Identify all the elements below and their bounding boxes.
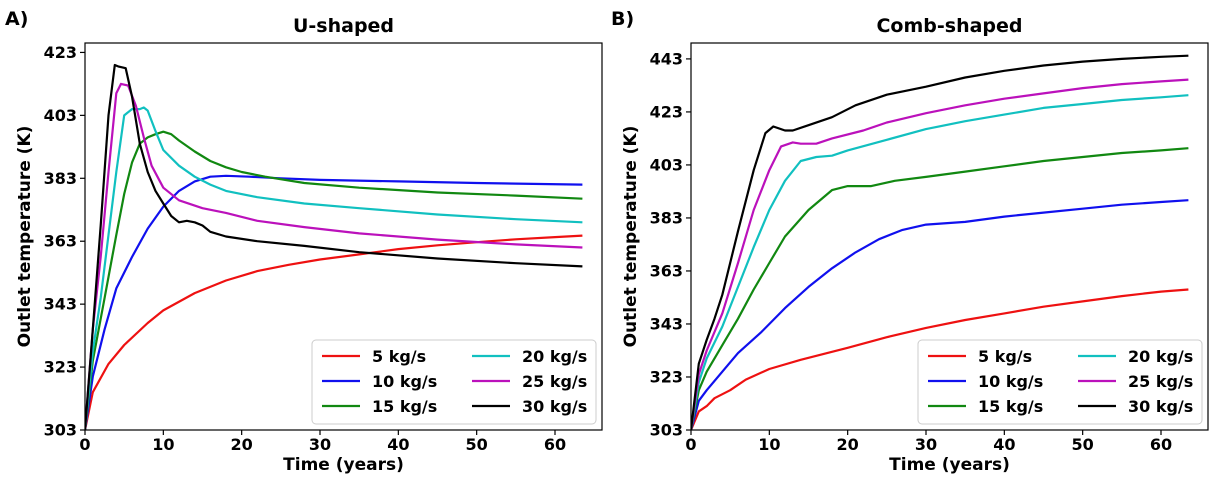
x-tick-label: 10 (758, 435, 780, 454)
legend-label-20-kg-s: 20 kg/s (1128, 347, 1193, 366)
y-tick-label: 423 (44, 43, 77, 62)
legend-label-5-kg-s: 5 kg/s (978, 347, 1032, 366)
series-line-25-kg-s (85, 82, 583, 430)
x-tick-label: 60 (544, 435, 566, 454)
x-tick-label: 50 (1072, 435, 1094, 454)
y-tick-label: 363 (44, 232, 77, 251)
series-line-10-kg-s (85, 174, 583, 430)
y-tick-label: 323 (650, 367, 683, 386)
panel-letter: B) (611, 8, 634, 30)
series-line-30-kg-s (85, 63, 583, 430)
legend-label-30-kg-s: 30 kg/s (522, 397, 587, 416)
y-tick-label: 403 (650, 155, 683, 174)
x-tick-label: 20 (231, 435, 253, 454)
y-tick-label: 383 (650, 208, 683, 227)
panel-letter: A) (5, 8, 28, 30)
y-tick-label: 443 (650, 49, 683, 68)
y-tick-label: 403 (44, 106, 77, 125)
y-tick-label: 343 (44, 295, 77, 314)
series-lines (85, 63, 583, 430)
legend-label-10-kg-s: 10 kg/s (372, 372, 437, 391)
x-tick-label: 0 (685, 435, 696, 454)
x-tick-label: 50 (466, 435, 488, 454)
y-tick-label: 363 (650, 261, 683, 280)
series-lines (691, 54, 1189, 430)
legend-label-10-kg-s: 10 kg/s (978, 372, 1043, 391)
y-axis-label: Outlet temperature (K) (621, 126, 641, 348)
plot-frame (690, 42, 1209, 431)
x-axis-label: Time (years) (889, 455, 1010, 475)
legend-label-25-kg-s: 25 kg/s (1128, 372, 1193, 391)
legend: 5 kg/s 10 kg/s 15 kg/s 20 kg/s 25 kg/s 30 kg/… (917, 339, 1203, 425)
legend-label-15-kg-s: 15 kg/s (978, 397, 1043, 416)
legend-label-5-kg-s: 5 kg/s (372, 347, 426, 366)
legend-label-15-kg-s: 15 kg/s (372, 397, 437, 416)
series-line-20-kg-s (691, 94, 1189, 430)
legend-box (311, 339, 597, 425)
x-tick-label: 60 (1150, 435, 1172, 454)
x-tick-label: 40 (387, 435, 409, 454)
chart-panel-a: A) U-shaped 0 10 20 30 40 50 60 303 323 343 363 383 40… (5, 8, 603, 475)
x-tick-label: 40 (993, 435, 1015, 454)
series-line-25-kg-s (691, 78, 1189, 430)
plot-frame (84, 42, 603, 431)
series-line-15-kg-s (85, 130, 583, 430)
chart-title: U-shaped (293, 15, 394, 37)
y-tick-label: 303 (650, 421, 683, 440)
legend-label-30-kg-s: 30 kg/s (1128, 397, 1193, 416)
x-tick-label: 10 (152, 435, 174, 454)
x-axis-label: Time (years) (283, 455, 404, 475)
series-line-15-kg-s (691, 147, 1189, 430)
x-tick-label: 30 (309, 435, 331, 454)
legend-box (917, 339, 1203, 425)
y-tick-label: 303 (44, 421, 77, 440)
chart-panel-b: B) Comb-shaped 0 10 20 30 40 50 60 303 323 343 363 38… (611, 8, 1209, 475)
y-tick-label: 423 (650, 102, 683, 121)
legend-label-25-kg-s: 25 kg/s (522, 372, 587, 391)
y-tick-label: 383 (44, 169, 77, 188)
y-axis-label: Outlet temperature (K) (15, 126, 35, 348)
series-line-5-kg-s (691, 288, 1189, 430)
series-line-20-kg-s (85, 106, 583, 430)
legend-label-20-kg-s: 20 kg/s (522, 347, 587, 366)
legend: 5 kg/s 10 kg/s 15 kg/s 20 kg/s 25 kg/s 30 kg/… (311, 339, 597, 425)
series-line-30-kg-s (691, 54, 1189, 430)
y-tick-label: 323 (44, 358, 77, 377)
x-tick-label: 20 (837, 435, 859, 454)
series-line-10-kg-s (691, 199, 1189, 430)
x-tick-label: 30 (915, 435, 937, 454)
chart-title: Comb-shaped (876, 15, 1022, 37)
x-tick-label: 0 (79, 435, 90, 454)
y-tick-label: 343 (650, 314, 683, 333)
